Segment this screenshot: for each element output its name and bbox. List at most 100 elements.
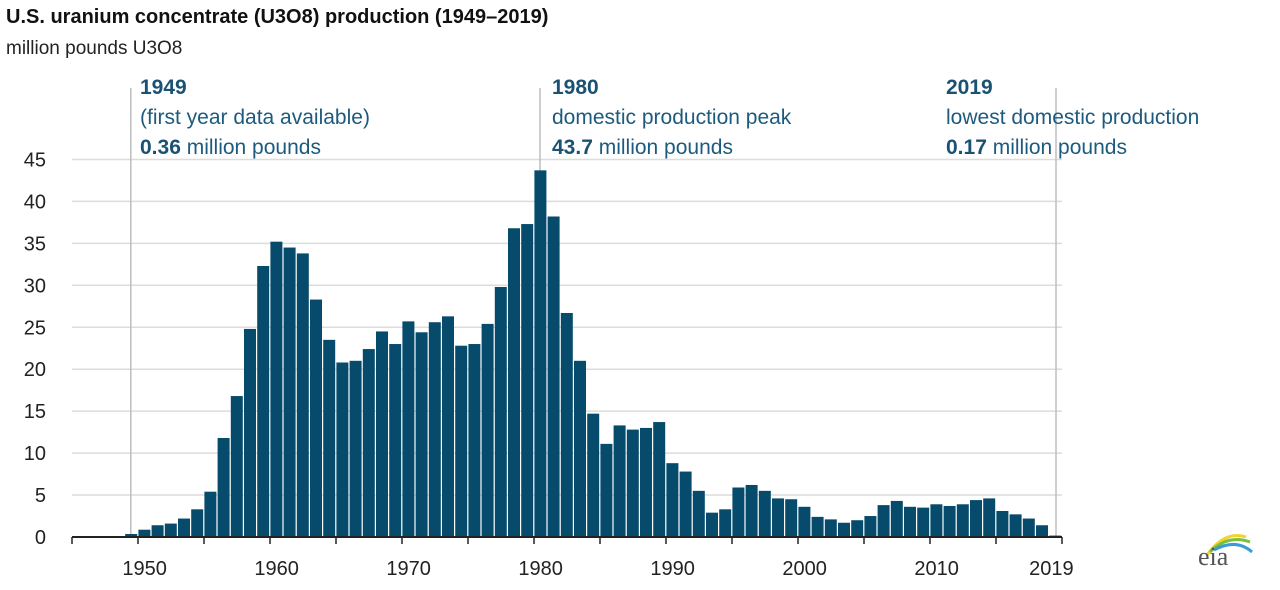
x-tick-label: 2000 [782,558,827,580]
bar-2015 [996,510,1009,537]
bar-1995 [732,487,745,537]
x-tick-label: 1970 [386,558,431,580]
bar-2006 [877,505,890,537]
bar-1983 [574,360,586,537]
bar-2004 [851,520,864,537]
bar-1986 [613,425,626,537]
bar-1961 [283,247,296,538]
bar-1950 [138,529,151,537]
bar-1996 [745,484,758,537]
bar-1980 [534,170,547,537]
bar-1951 [151,525,164,537]
bar-1999 [785,499,798,537]
y-tick-label: 5 [35,485,46,507]
bar-1955 [204,491,217,537]
bar-1958 [244,328,256,537]
bar-1965 [336,362,349,537]
annotation-1949: 1949 (first year data available) 0.36 mi… [140,73,370,163]
y-tick-label: 40 [24,191,46,213]
bar-2012 [956,504,969,537]
x-tick-label: 2019 [1029,558,1074,580]
bar-1981 [547,216,560,537]
bar-1979 [521,224,534,538]
y-tick-label: 20 [24,359,46,381]
annotation-unit: million pounds [592,136,733,159]
bar-2003 [838,522,850,537]
bar-1998 [772,498,784,537]
x-tick-label: 1980 [518,558,563,580]
x-tick-label: 1960 [254,558,299,580]
bar-1957 [230,396,243,537]
bar-1964 [323,339,336,537]
bar-1997 [758,490,771,537]
bar-2018 [1036,525,1048,537]
bar-1993 [706,512,718,537]
bar-1994 [719,509,732,537]
x-tick-label: 2010 [914,558,959,580]
bar-1982 [560,312,573,537]
bar-1985 [600,443,613,537]
y-tick-label: 15 [24,401,46,423]
annotation-value: 0.17 [946,136,987,159]
bar-2010 [930,504,943,537]
bar-1976 [481,323,494,537]
bar-2014 [983,498,996,537]
bar-1989 [653,422,666,537]
bar-2008 [904,506,916,537]
annotation-unit: million pounds [986,136,1127,159]
bar-1972 [428,322,441,537]
y-tick-label: 0 [35,527,46,549]
bar-1988 [640,427,652,537]
bar-1991 [679,471,692,537]
bar-2002 [824,519,837,537]
annotation-year: 2019 [946,76,993,99]
bar-1971 [415,332,428,537]
bar-1953 [178,518,190,537]
bar-2000 [798,506,811,537]
bar-2011 [943,505,956,537]
annotation-unit: million pounds [180,136,321,159]
bar-1975 [468,344,481,537]
bar-1973 [442,316,454,537]
y-tick-label: 25 [24,317,46,339]
y-tick-label: 30 [24,275,46,297]
bar-2007 [890,500,903,537]
bar-2005 [864,516,877,537]
bar-1968 [376,331,388,537]
bar-1963 [310,299,322,537]
x-tick-label: 1950 [122,558,167,580]
bar-1978 [508,228,520,538]
annotation-value: 43.7 [552,136,593,159]
bar-1967 [362,349,375,537]
annotation-2019: 2019 lowest domestic production 0.17 mil… [946,73,1199,163]
bar-1974 [455,345,468,537]
svg-text:eia: eia [1198,542,1229,571]
bar-1990 [666,463,679,537]
chart-subtitle: million pounds U3O8 [6,38,183,59]
annotation-year: 1949 [140,76,187,99]
bar-1954 [191,509,204,537]
bar-2009 [917,507,930,537]
bar-2001 [811,516,824,537]
bar-1966 [349,360,362,537]
annotation-text: (first year data available) [140,106,370,129]
bar-1959 [257,266,270,537]
annotation-text: lowest domestic production [946,106,1200,129]
y-tick-label: 35 [24,233,46,255]
annotation-value: 0.36 [140,136,181,159]
bar-1956 [217,437,230,537]
annotation-text: domestic production peak [552,106,792,129]
bar-1970 [402,321,415,537]
bar-1962 [296,253,309,537]
chart-title: U.S. uranium concentrate (U3O8) producti… [6,6,549,28]
bar-1969 [389,344,402,537]
y-tick-label: 10 [24,443,46,465]
bar-2013 [970,500,982,537]
bar-1952 [164,523,177,537]
bar-1992 [692,490,705,537]
bar-2017 [1022,518,1035,537]
bar-1960 [270,241,283,537]
bar-2016 [1009,514,1022,537]
bar-1984 [587,413,600,537]
